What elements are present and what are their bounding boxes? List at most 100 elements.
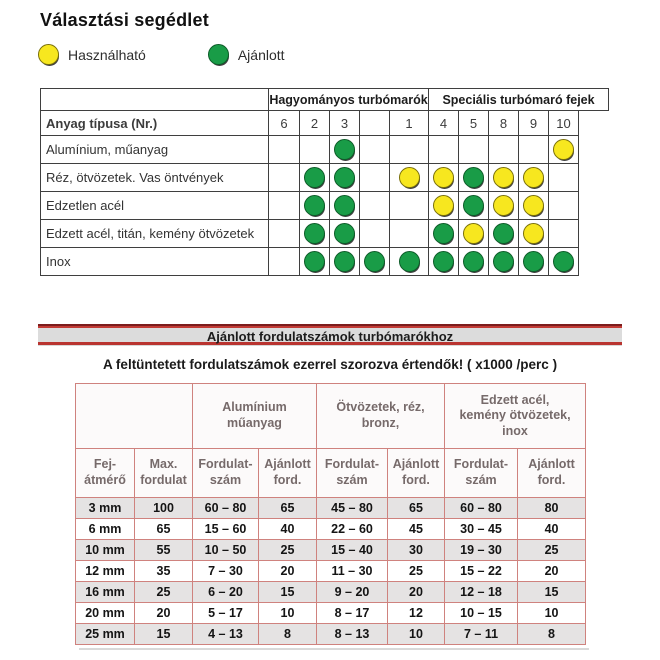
mark-dot xyxy=(493,223,514,244)
table-cell: 80 xyxy=(517,497,587,519)
table-cell: 15 – 40 xyxy=(316,539,388,561)
speed-section-note: A feltüntetett fordulatszámok ezerrel sz… xyxy=(102,357,558,372)
table-cell: 8 xyxy=(517,623,587,645)
mark-cell xyxy=(268,219,300,248)
table-cell: 3 mm xyxy=(75,497,135,519)
mark-dot xyxy=(398,167,420,188)
table-cell: 30 xyxy=(386,539,446,561)
table-row-25mm: 25 mm 15 4 – 13 8 8 – 13 10 7 – 11 8 xyxy=(75,623,587,645)
tool-number: 8 xyxy=(488,110,519,136)
table-cell: 25 xyxy=(134,581,193,603)
mark-cell xyxy=(329,247,360,276)
table-row-copper: Réz, ötvözetek. Vas öntvények xyxy=(40,163,609,192)
mark-cell xyxy=(518,219,549,248)
selection-table: Hagyományos turbómarók Speciális turbóma… xyxy=(40,88,610,276)
group-header-special: Speciális turbómaró fejek xyxy=(427,88,610,111)
legend: Használható Ajánlott xyxy=(38,44,285,65)
mark-cell xyxy=(548,163,579,192)
table-cell: 4 – 13 xyxy=(192,623,259,645)
mark-cell xyxy=(548,219,579,248)
tool-number: 4 xyxy=(428,110,459,136)
table-cell: 7 – 11 xyxy=(444,623,519,645)
mark-cell xyxy=(488,135,519,164)
table-row-12mm: 12 mm 35 7 – 30 20 11 – 30 25 15 – 22 20 xyxy=(75,560,587,582)
mark-dot xyxy=(523,251,544,272)
mark-dot xyxy=(304,251,325,272)
mark-cell xyxy=(299,191,330,220)
mark-dot xyxy=(433,195,454,216)
table-cell: 8 – 13 xyxy=(316,623,388,645)
mark-cell xyxy=(518,163,549,192)
table-row-20mm: 20 mm 20 5 – 17 10 8 – 17 12 10 – 15 10 xyxy=(75,602,587,624)
table-cell: 12 – 18 xyxy=(444,581,519,603)
mark-cell xyxy=(428,247,459,276)
mark-cell xyxy=(518,135,549,164)
table-row-3mm: 3 mm 100 60 – 80 65 45 – 80 65 60 – 80 8… xyxy=(75,497,587,519)
mark-dot xyxy=(334,223,355,244)
material-group-header-row: Alumínium műanyag Ötvözetek, réz, bronz,… xyxy=(75,383,587,449)
mark-cell xyxy=(488,191,519,220)
table-row-aluminium: Alumínium, műanyag xyxy=(40,135,609,164)
table-cell: 30 – 45 xyxy=(444,518,519,540)
group-header-row: Hagyományos turbómarók Speciális turbóma… xyxy=(40,88,610,111)
table-cell: 10 – 15 xyxy=(444,602,519,624)
material-label: Edzetlen acél xyxy=(40,191,269,220)
table-cell: 65 xyxy=(386,497,446,519)
table-cell: 25 xyxy=(517,539,587,561)
legend-label-usable: Használható xyxy=(68,46,146,63)
table-cell: 15 – 60 xyxy=(192,518,259,540)
tool-number: 3 xyxy=(329,110,360,136)
mark-cell xyxy=(548,247,579,276)
mark-cell xyxy=(518,247,549,276)
mark-cell xyxy=(488,219,519,248)
material-type-header: Anyag típusa (Nr.) xyxy=(40,110,269,136)
mark-dot xyxy=(523,167,544,188)
mark-dot xyxy=(463,251,484,272)
mark-cell xyxy=(458,247,489,276)
recommended-dot-icon xyxy=(207,44,229,65)
table-cell: 60 – 80 xyxy=(444,497,519,519)
table-cell: 25 mm xyxy=(75,623,135,645)
group-header-hardened: Edzett acél, kemény ötvözetek, inox xyxy=(444,383,587,449)
material-label: Réz, ötvözetek. Vas öntvények xyxy=(40,163,269,192)
legend-item-recommended: Ajánlott xyxy=(207,44,285,65)
table-cell: 10 xyxy=(386,623,446,645)
table-cell: 40 xyxy=(517,518,587,540)
mark-cell xyxy=(389,191,429,220)
table-cell: 15 – 22 xyxy=(444,560,519,582)
mark-dot xyxy=(553,139,574,160)
mark-cell xyxy=(329,191,360,220)
mark-cell xyxy=(268,135,300,164)
table-cell: 6 mm xyxy=(75,518,135,540)
mark-cell xyxy=(458,135,489,164)
mark-cell xyxy=(458,219,489,248)
table-row-inox: Inox xyxy=(40,247,609,276)
mark-cell xyxy=(329,135,360,164)
mark-cell xyxy=(488,163,519,192)
tool-number: 1 xyxy=(389,110,429,136)
table-cell: 20 xyxy=(258,560,317,582)
table-row-soft-steel: Edzetlen acél xyxy=(40,191,609,220)
table-cell: 10 xyxy=(517,602,587,624)
table-shadow xyxy=(79,648,589,650)
mark-cell xyxy=(268,247,300,276)
table-cell: 22 – 60 xyxy=(316,518,388,540)
mark-cell xyxy=(548,191,579,220)
table-cell: 15 xyxy=(517,581,587,603)
mark-cell xyxy=(389,163,429,192)
mark-cell xyxy=(359,135,390,164)
tool-number: 6 xyxy=(268,110,300,136)
mark-cell xyxy=(428,163,459,192)
mark-dot xyxy=(364,251,385,272)
mark-cell xyxy=(359,163,390,192)
mark-cell xyxy=(268,191,300,220)
table-cell: 20 xyxy=(386,581,446,603)
mark-dot xyxy=(334,139,355,160)
tool-number: 10 xyxy=(548,110,579,136)
mark-cell xyxy=(329,219,360,248)
tool-number: 9 xyxy=(518,110,549,136)
group-header-aluminium: Alumínium műanyag xyxy=(192,383,317,449)
material-label: Inox xyxy=(40,247,269,276)
col-header-recommended: Ajánlott ford. xyxy=(517,448,587,498)
